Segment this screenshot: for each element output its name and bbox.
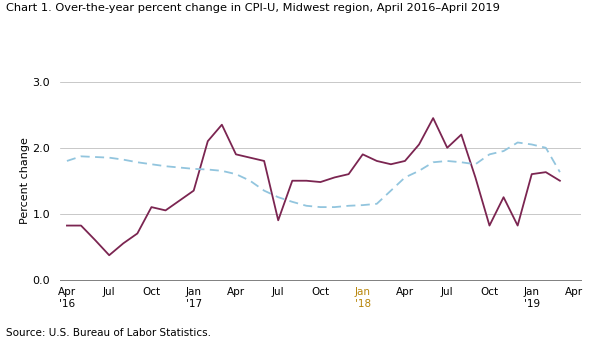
All items <box>232 152 240 157</box>
All items less food and energy <box>246 179 253 183</box>
All items less food and energy <box>204 167 211 172</box>
All items <box>486 223 493 227</box>
Line: All items: All items <box>67 118 560 255</box>
All items less food and energy <box>416 169 423 173</box>
All items <box>120 241 127 246</box>
All items <box>401 159 409 163</box>
All items less food and energy <box>190 167 197 171</box>
All items <box>302 179 310 183</box>
All items <box>542 170 549 174</box>
All items less food and energy <box>77 154 84 158</box>
All items less food and energy <box>176 165 183 169</box>
All items less food and energy <box>218 169 225 173</box>
All items <box>458 133 465 137</box>
All items less food and energy <box>444 159 451 163</box>
All items <box>388 162 395 166</box>
All items less food and energy <box>500 149 507 153</box>
All items less food and energy <box>514 140 521 145</box>
All items less food and energy <box>528 143 536 147</box>
All items less food and energy <box>388 189 395 193</box>
All items less food and energy <box>331 205 338 209</box>
All items <box>317 180 324 184</box>
All items <box>246 155 253 160</box>
All items less food and energy <box>261 189 268 193</box>
All items <box>63 223 71 227</box>
Y-axis label: Percent change: Percent change <box>20 137 29 224</box>
All items less food and energy <box>148 162 155 166</box>
All items <box>162 208 169 212</box>
All items less food and energy <box>134 160 141 164</box>
All items less food and energy <box>556 170 564 174</box>
Text: Chart 1. Over-the-year percent change in CPI-U, Midwest region, April 2016–April: Chart 1. Over-the-year percent change in… <box>6 3 500 13</box>
All items <box>556 179 564 183</box>
All items <box>500 195 507 199</box>
All items <box>331 175 338 179</box>
All items <box>373 159 380 163</box>
All items less food and energy <box>274 195 282 199</box>
All items <box>92 238 99 242</box>
All items less food and energy <box>345 204 352 208</box>
All items less food and energy <box>63 159 71 163</box>
All items <box>261 159 268 163</box>
All items less food and energy <box>401 175 409 179</box>
All items <box>514 223 521 227</box>
All items less food and energy <box>429 160 437 164</box>
All items <box>359 152 367 157</box>
All items <box>429 116 437 120</box>
All items <box>416 143 423 147</box>
All items less food and energy <box>542 146 549 150</box>
All items <box>148 205 155 209</box>
All items less food and energy <box>162 164 169 168</box>
All items less food and energy <box>486 152 493 157</box>
All items <box>444 146 451 150</box>
All items <box>134 232 141 236</box>
All items <box>218 123 225 127</box>
Line: All items less food and energy: All items less food and energy <box>67 143 560 207</box>
All items less food and energy <box>302 204 310 208</box>
All items less food and energy <box>289 200 296 204</box>
All items <box>345 172 352 176</box>
All items less food and energy <box>373 202 380 206</box>
All items less food and energy <box>317 205 324 209</box>
All items <box>528 172 536 176</box>
All items <box>274 218 282 222</box>
All items less food and energy <box>105 155 113 160</box>
All items <box>105 253 113 257</box>
All items less food and energy <box>472 162 479 166</box>
All items less food and energy <box>458 160 465 164</box>
Text: Source: U.S. Bureau of Labor Statistics.: Source: U.S. Bureau of Labor Statistics. <box>6 328 211 338</box>
All items <box>77 223 84 227</box>
All items <box>289 179 296 183</box>
All items less food and energy <box>232 172 240 176</box>
All items <box>190 189 197 193</box>
All items less food and energy <box>359 203 367 207</box>
All items <box>472 175 479 179</box>
All items <box>204 139 211 143</box>
All items less food and energy <box>120 158 127 162</box>
All items less food and energy <box>92 155 99 159</box>
All items <box>176 198 183 203</box>
